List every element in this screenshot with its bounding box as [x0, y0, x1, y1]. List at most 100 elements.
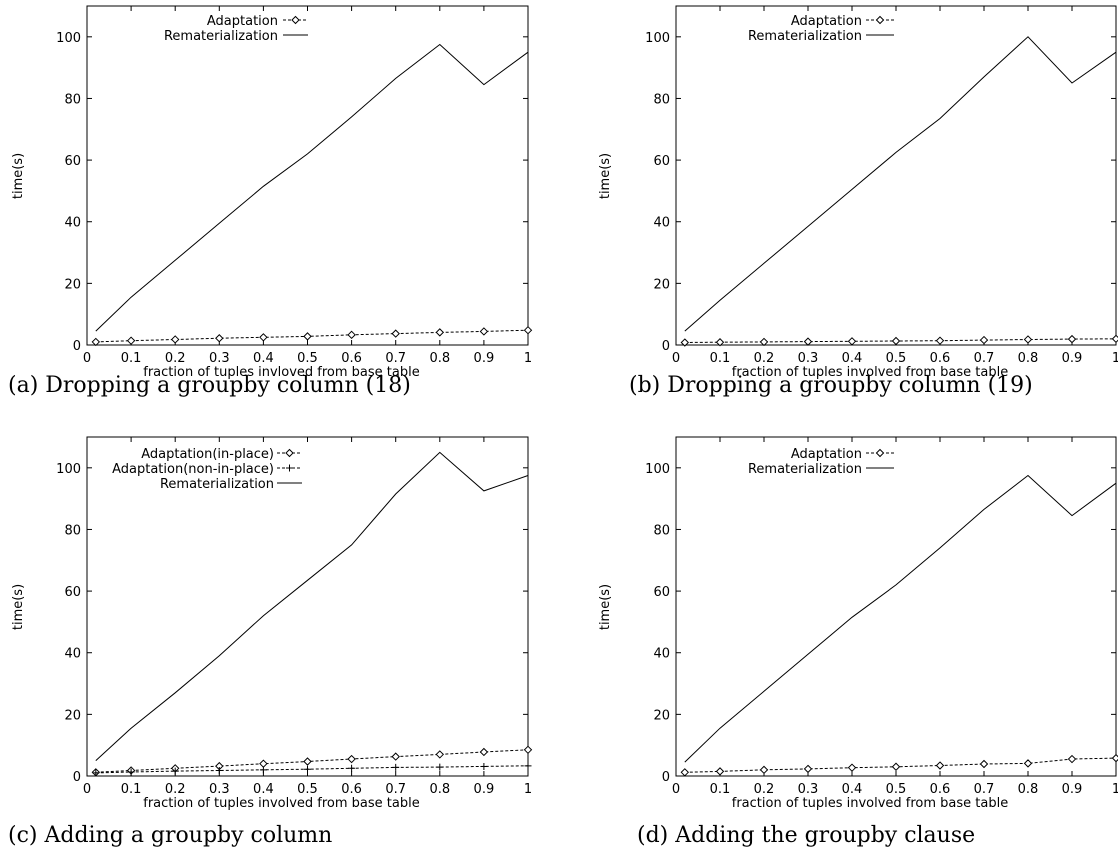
plot-frame: [86, 436, 529, 777]
legend-label: Adaptation: [791, 447, 862, 462]
x-tick-label: 0.8: [429, 782, 450, 797]
x-tick-label: 0.6: [341, 782, 362, 797]
data-point: [303, 332, 312, 341]
y-axis-label: time(s): [598, 153, 613, 199]
x-tick-label: 0.5: [886, 351, 907, 366]
y-tick-label: 20: [64, 277, 81, 292]
y-tick-label: 40: [653, 216, 670, 231]
x-tick-label: 0.1: [121, 351, 142, 366]
chart-panel-c: 0 0.1 0.2 0.3 0.4 0.5 0.6 0.7 0.8 0.9 1 0 20 40 60 80 10…: [8, 436, 533, 848]
data-point: [935, 336, 945, 345]
x-tick-label: 0.7: [974, 351, 995, 366]
data-point: [1023, 759, 1033, 768]
y-tick-label: 80: [64, 92, 81, 107]
plot-frame: [675, 436, 1117, 777]
data-point: [1067, 334, 1077, 344]
data-point: [1111, 753, 1118, 763]
y-tick-label: 0: [73, 770, 81, 785]
data-point: [392, 763, 400, 771]
x-tick-label: 0.3: [798, 351, 819, 366]
x-tick-label: 0.2: [165, 782, 186, 797]
data-point: [875, 448, 885, 458]
legend-label: Rematerialization: [748, 462, 862, 477]
x-tick-label: 0: [83, 351, 91, 366]
series-line: [680, 334, 1118, 347]
x-tick-label: 0.5: [886, 782, 907, 797]
y-tick-label: 60: [653, 154, 670, 169]
data-point: [286, 464, 293, 472]
x-tick-label: 0.1: [710, 351, 731, 366]
data-point: [348, 764, 356, 772]
y-tick-label: 100: [645, 31, 670, 46]
y-tick-label: 20: [64, 708, 81, 723]
data-point: [127, 768, 135, 776]
data-point: [875, 15, 885, 25]
series-path: [95, 329, 529, 343]
data-point: [304, 765, 311, 773]
y-axis-label: time(s): [11, 584, 26, 630]
data-point: [1067, 754, 1077, 764]
data-point: [291, 15, 300, 25]
data-point: [480, 762, 488, 770]
y-tick-label: 40: [64, 216, 81, 231]
x-tick-label: 0.3: [798, 782, 819, 797]
x-tick-label: 0.2: [165, 351, 186, 366]
legend-label: Adaptation(in-place): [141, 447, 274, 462]
x-tick-label: 0.4: [253, 782, 274, 797]
x-tick-label: 0.5: [297, 782, 318, 797]
x-tick-label: 0.8: [429, 351, 450, 366]
series-line: [91, 325, 533, 347]
y-tick-label: 40: [64, 647, 81, 662]
x-tick-label: 0.3: [209, 351, 230, 366]
x-tick-label: 1: [524, 351, 532, 366]
series-line: [91, 745, 533, 777]
legend-label: Rematerialization: [160, 477, 274, 492]
data-point: [1023, 335, 1033, 344]
y-tick-label: 80: [64, 523, 81, 538]
legend-label: Rematerialization: [164, 29, 278, 44]
chart-panel-b: 0 0.1 0.2 0.3 0.4 0.5 0.6 0.7 0.8 0.9 1 0 20 40 60 80 10…: [598, 5, 1118, 398]
data-point: [715, 767, 725, 776]
x-tick-label: 0.7: [385, 351, 406, 366]
y-tick-label: 100: [645, 462, 670, 477]
y-tick-label: 100: [56, 462, 81, 477]
data-point: [303, 757, 312, 766]
data-point: [347, 330, 356, 340]
data-point: [891, 762, 901, 771]
series-path: [95, 765, 529, 774]
x-tick-label: 0: [672, 351, 680, 366]
x-axis-label: fraction of tuples involved from base ta…: [732, 365, 1008, 380]
data-point: [979, 759, 989, 769]
y-tick-label: 0: [73, 339, 81, 354]
data-point: [215, 334, 224, 343]
data-point: [259, 766, 267, 774]
data-point: [92, 769, 100, 777]
data-point: [759, 337, 769, 347]
x-axis-label: fraction of tuples involved from base ta…: [732, 796, 1008, 811]
panel-caption: (d) Adding the groupby clause: [637, 823, 975, 848]
x-tick-label: 0.1: [121, 782, 142, 797]
data-point: [391, 329, 400, 338]
series-path: [684, 36, 1117, 332]
data-point: [891, 336, 901, 346]
data-point: [91, 337, 101, 347]
data-point: [285, 448, 294, 458]
x-tick-label: 0.9: [474, 782, 495, 797]
data-point: [803, 337, 813, 346]
series-line: [95, 451, 529, 761]
series-line: [92, 762, 532, 777]
data-point: [479, 327, 489, 336]
x-tick-label: 0.5: [297, 351, 318, 366]
x-axis-label: fraction of tuples invloved from base ta…: [143, 365, 419, 380]
data-point: [391, 752, 400, 761]
y-tick-label: 0: [662, 339, 670, 354]
data-point: [803, 764, 813, 774]
data-point: [847, 337, 857, 346]
y-tick-label: 20: [653, 708, 670, 723]
legend-label: Adaptation: [207, 14, 278, 29]
series-line: [95, 43, 529, 332]
data-point: [847, 763, 857, 772]
x-tick-label: 0.8: [1018, 782, 1039, 797]
x-tick-label: 0.7: [385, 782, 406, 797]
